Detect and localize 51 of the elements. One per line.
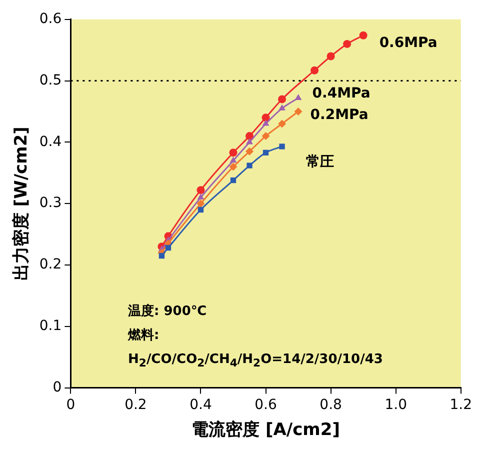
point	[230, 177, 236, 184]
y-tick-label: 0.4	[39, 134, 62, 150]
series-label: 0.2MPa	[310, 107, 368, 124]
point	[278, 120, 286, 128]
x-axis-title: 電流密度 [A/cm2]	[192, 420, 340, 440]
text: H$_{2}$/CO/CO$_{2}$/CH$_{4}$/H$_{2}$O=14/2/30/10/43	[128, 352, 383, 370]
y-tick-label: 0.3	[39, 195, 62, 212]
point	[310, 66, 319, 74]
series-label: 0.4MPa	[312, 86, 370, 102]
y-tick-label: 0	[52, 379, 62, 396]
x-tick-label: 0.2	[124, 396, 147, 413]
point	[278, 95, 286, 104]
series-label: 0.6MPa	[379, 35, 438, 52]
y-axis-title: 出力密度 [W/cm2]	[12, 126, 32, 281]
y-tick-label: 0.5	[39, 72, 62, 88]
point	[165, 244, 172, 251]
point	[294, 94, 302, 100]
point	[197, 193, 204, 200]
x-tick-label: 1.0	[384, 396, 407, 413]
point	[294, 108, 302, 116]
x-tick-label: 0.8	[320, 396, 342, 413]
point	[198, 206, 204, 213]
point	[246, 147, 254, 156]
x-tick-label: 1.2	[450, 396, 472, 413]
point	[196, 200, 205, 208]
point	[359, 31, 368, 40]
point	[246, 138, 253, 144]
point	[229, 148, 238, 157]
x-tick-label: 0.4	[190, 396, 212, 413]
point	[262, 132, 270, 140]
y-tick-label: 0.2	[39, 256, 62, 273]
point	[279, 144, 285, 150]
series-label: 常圧	[306, 154, 334, 170]
point	[246, 162, 252, 168]
x-tick-label: 0.6	[254, 396, 277, 413]
annotation: 温度: 900℃	[128, 302, 208, 321]
y-tick-label: 0.6	[39, 11, 62, 28]
point	[158, 252, 165, 259]
point	[278, 104, 286, 110]
point	[262, 114, 270, 122]
point	[262, 150, 269, 156]
annotation: 燃料:	[128, 327, 160, 345]
point	[262, 120, 270, 126]
point	[343, 40, 352, 48]
point	[196, 186, 205, 194]
point	[229, 162, 238, 171]
point	[230, 156, 237, 163]
point	[326, 52, 335, 60]
y-tick-label: 0.1	[39, 318, 62, 334]
x-tick-label: 0	[66, 396, 76, 413]
point	[246, 132, 254, 140]
